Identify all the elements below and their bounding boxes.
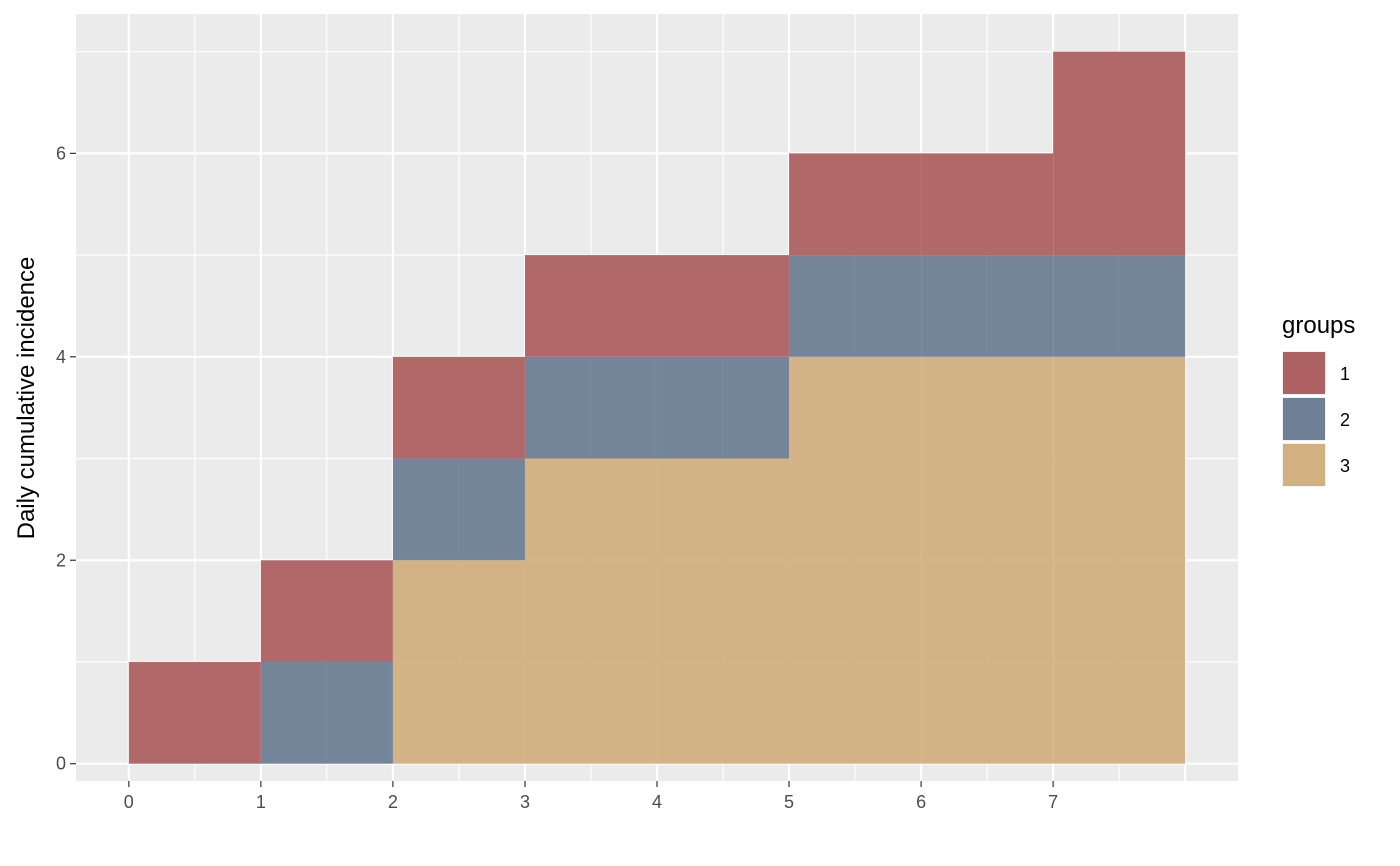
x-tick-label: 5: [784, 792, 794, 812]
bar-group-3-bin-4: [657, 458, 790, 764]
y-tick-label: 0: [56, 754, 66, 774]
y-tick-label: 4: [56, 347, 66, 367]
axes: 0 2 4 6 0 1 2 3 4 5 6 7: [56, 143, 1058, 812]
y-axis-title: Daily cumulative incidence: [13, 257, 40, 540]
bar-group-1-bin-3: [524, 255, 657, 357]
bar-group-1-bin-4: [657, 255, 790, 357]
bar-group-1-bin-0: [128, 661, 261, 764]
x-tick-label: 1: [256, 792, 266, 812]
bar-group-1-bin-2: [392, 356, 525, 459]
x-tick-label: 0: [124, 792, 134, 812]
legend: groups 1 2 3: [1282, 312, 1355, 487]
y-tick-label: 6: [56, 143, 66, 163]
bar-group-3-bin-7: [1053, 356, 1186, 764]
legend-title: groups: [1282, 312, 1355, 339]
legend-label-2: 2: [1340, 410, 1350, 430]
x-tick-label: 2: [388, 792, 398, 812]
bar-group-2-bin-4: [657, 356, 790, 459]
bars: [128, 51, 1186, 764]
legend-swatch-3: [1283, 444, 1325, 486]
x-tick-label: 3: [520, 792, 530, 812]
bar-group-3-bin-5: [789, 356, 922, 764]
bar-group-2-bin-2: [392, 458, 525, 561]
bar-group-2-bin-3: [524, 356, 657, 459]
bar-group-3-bin-2: [392, 560, 525, 764]
bar-group-2-bin-1: [260, 661, 393, 764]
legend-label-3: 3: [1340, 456, 1350, 476]
y-tick-label: 2: [56, 550, 66, 570]
bar-group-3-bin-3: [524, 458, 657, 764]
legend-swatch-1: [1283, 352, 1325, 394]
bar-group-1-bin-7: [1053, 51, 1186, 256]
bar-group-2-bin-7: [1053, 255, 1186, 357]
legend-label-1: 1: [1340, 364, 1350, 384]
legend-swatch-2: [1283, 398, 1325, 440]
bar-group-1-bin-6: [921, 153, 1054, 256]
bar-group-2-bin-6: [921, 255, 1054, 357]
x-tick-label: 7: [1048, 792, 1058, 812]
bar-group-2-bin-5: [789, 255, 922, 357]
bar-group-1-bin-5: [789, 153, 922, 256]
x-tick-label: 6: [916, 792, 926, 812]
x-tick-label: 4: [652, 792, 662, 812]
bar-group-3-bin-6: [921, 356, 1054, 764]
bar-group-1-bin-1: [260, 560, 393, 662]
